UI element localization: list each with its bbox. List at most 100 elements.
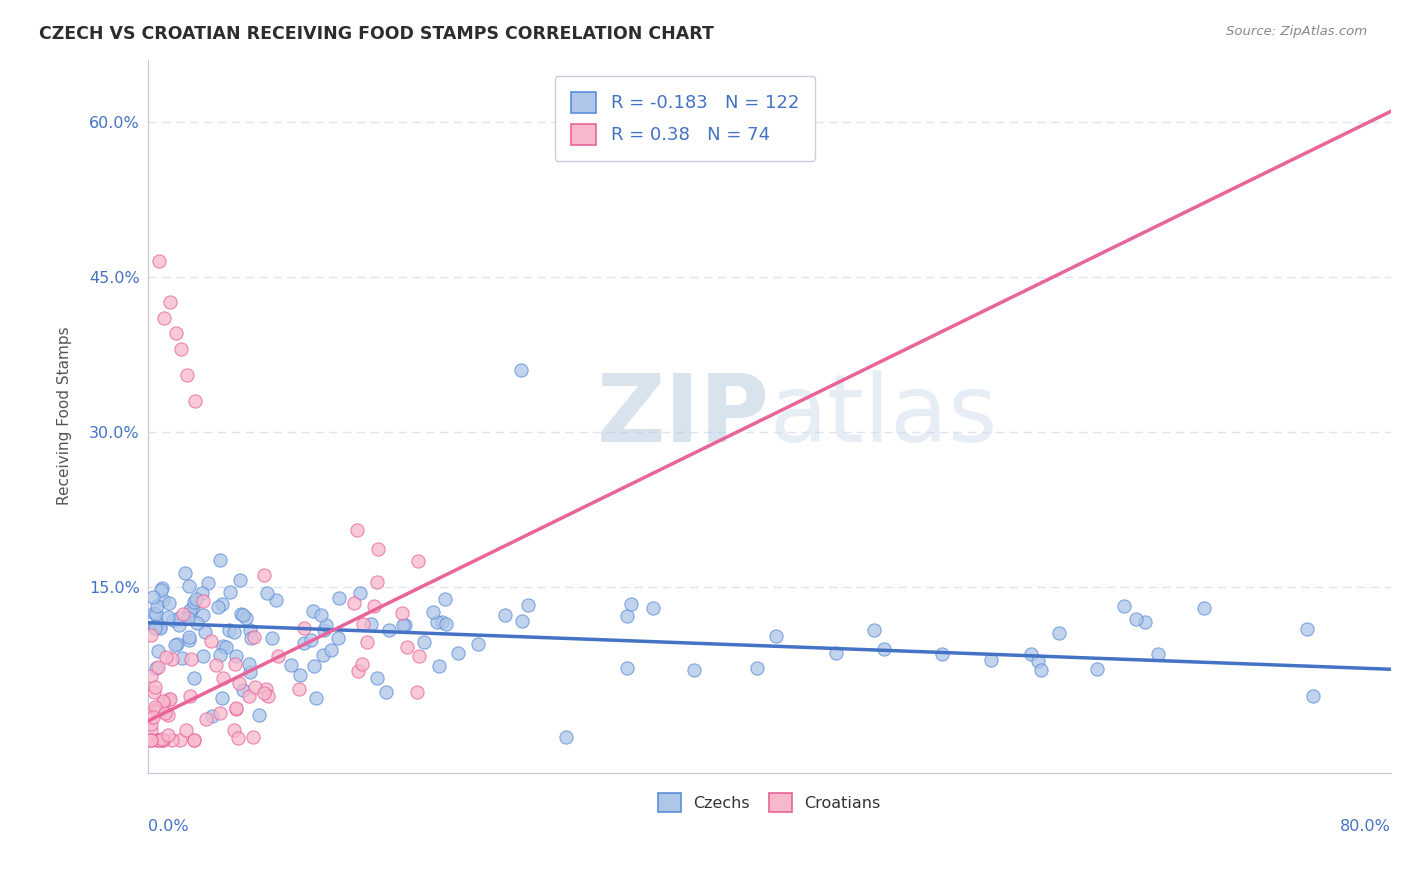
Point bbox=[1125, 612, 1147, 626]
Point bbox=[430, 615, 453, 629]
Point bbox=[224, 624, 246, 639]
Point bbox=[391, 606, 413, 620]
Point bbox=[288, 681, 311, 696]
Point bbox=[172, 607, 194, 622]
Point bbox=[242, 730, 264, 744]
Point bbox=[146, 616, 169, 631]
Point bbox=[152, 696, 174, 710]
Point bbox=[177, 631, 200, 645]
Point bbox=[367, 541, 389, 556]
Point bbox=[143, 699, 166, 714]
Point bbox=[1147, 647, 1170, 661]
Point bbox=[143, 680, 166, 694]
Point bbox=[288, 668, 311, 682]
Point bbox=[931, 647, 953, 661]
Point bbox=[517, 598, 540, 612]
Point bbox=[350, 657, 373, 672]
Point bbox=[150, 581, 173, 595]
Point bbox=[510, 615, 533, 629]
Point bbox=[328, 631, 350, 645]
Point bbox=[366, 574, 388, 589]
Point bbox=[152, 732, 174, 747]
Point bbox=[392, 618, 415, 632]
Point bbox=[193, 594, 215, 608]
Point bbox=[683, 663, 706, 677]
Point bbox=[302, 658, 325, 673]
Point bbox=[167, 611, 190, 625]
Point bbox=[201, 709, 224, 723]
Point bbox=[177, 579, 200, 593]
Point bbox=[426, 615, 449, 630]
Point bbox=[238, 657, 260, 671]
Point bbox=[146, 704, 169, 718]
Point bbox=[159, 691, 181, 706]
Point bbox=[225, 648, 247, 663]
Point bbox=[149, 620, 172, 634]
Point bbox=[1026, 654, 1049, 668]
Point bbox=[873, 642, 896, 657]
Point bbox=[177, 633, 200, 648]
Point bbox=[209, 553, 232, 567]
Point bbox=[262, 631, 284, 645]
Point bbox=[299, 632, 322, 647]
Point bbox=[142, 710, 165, 724]
Point bbox=[200, 634, 222, 648]
Point bbox=[408, 648, 430, 663]
Point bbox=[141, 668, 163, 682]
Point bbox=[315, 618, 337, 632]
Point bbox=[183, 393, 205, 408]
Point bbox=[149, 583, 172, 598]
Point bbox=[825, 646, 848, 660]
Point bbox=[205, 658, 228, 673]
Point bbox=[212, 671, 235, 685]
Legend: Czechs, Croatians: Czechs, Croatians bbox=[652, 787, 887, 818]
Point bbox=[166, 637, 188, 651]
Text: CZECH VS CROATIAN RECEIVING FOOD STAMPS CORRELATION CHART: CZECH VS CROATIAN RECEIVING FOOD STAMPS … bbox=[39, 25, 714, 43]
Point bbox=[256, 585, 278, 599]
Point bbox=[148, 732, 170, 747]
Point bbox=[377, 624, 399, 638]
Point bbox=[1295, 622, 1317, 636]
Point bbox=[1302, 689, 1324, 703]
Point bbox=[433, 591, 456, 606]
Point bbox=[152, 732, 174, 747]
Point bbox=[253, 568, 276, 582]
Point bbox=[447, 646, 470, 660]
Point bbox=[616, 608, 638, 623]
Point bbox=[225, 702, 247, 716]
Point bbox=[231, 607, 253, 621]
Point bbox=[211, 598, 233, 612]
Point bbox=[156, 708, 179, 723]
Point bbox=[179, 602, 201, 616]
Point bbox=[159, 295, 181, 310]
Point bbox=[240, 631, 263, 645]
Point bbox=[157, 596, 180, 610]
Text: 0.0%: 0.0% bbox=[148, 819, 188, 834]
Point bbox=[208, 648, 231, 662]
Point bbox=[145, 702, 167, 716]
Point bbox=[152, 310, 174, 325]
Point bbox=[765, 629, 787, 643]
Point bbox=[183, 595, 205, 609]
Point bbox=[467, 637, 489, 651]
Point bbox=[183, 732, 205, 747]
Point bbox=[183, 732, 205, 747]
Point bbox=[207, 599, 229, 614]
Point bbox=[179, 690, 201, 704]
Point bbox=[146, 659, 169, 673]
Point bbox=[146, 599, 169, 613]
Point bbox=[1047, 626, 1070, 640]
Point bbox=[229, 573, 252, 587]
Point bbox=[162, 652, 184, 666]
Point bbox=[394, 617, 416, 632]
Point bbox=[186, 615, 208, 630]
Point bbox=[155, 649, 177, 664]
Point bbox=[224, 723, 246, 738]
Point bbox=[150, 731, 173, 746]
Point bbox=[494, 607, 516, 622]
Point bbox=[193, 649, 215, 664]
Point bbox=[177, 610, 200, 624]
Point bbox=[208, 706, 231, 720]
Point bbox=[148, 643, 170, 657]
Point bbox=[194, 712, 217, 726]
